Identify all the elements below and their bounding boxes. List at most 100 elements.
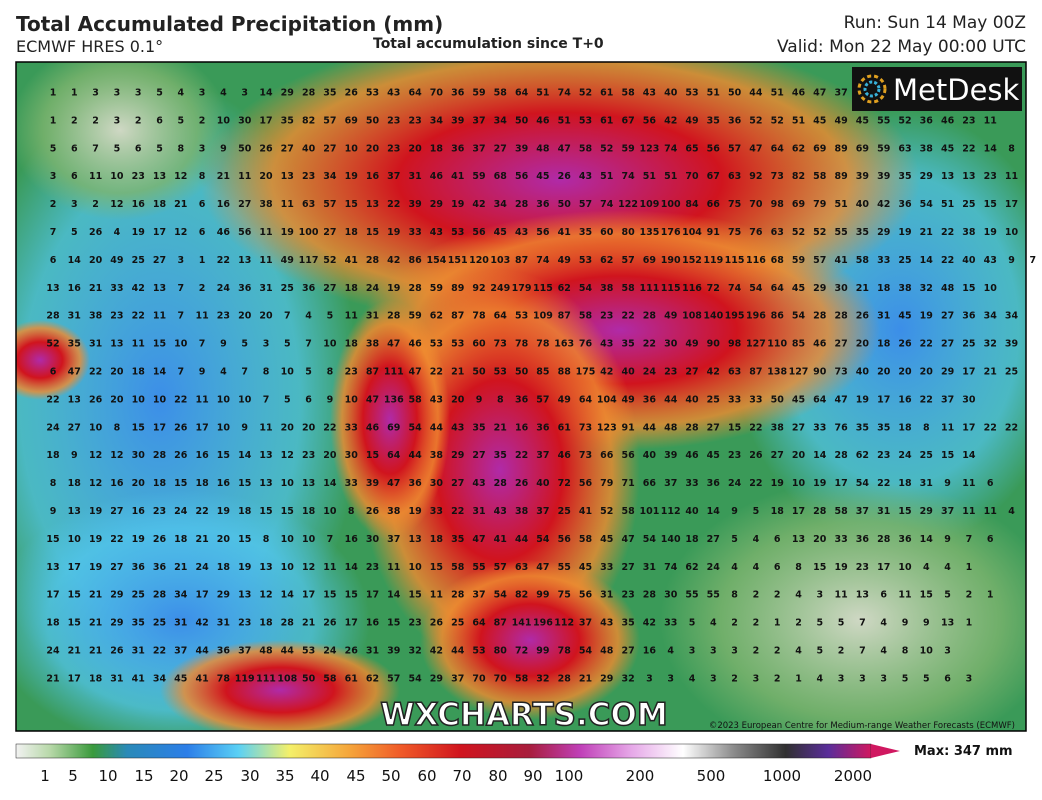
- grid-value: 23: [302, 450, 315, 461]
- grid-value: 40: [302, 143, 316, 154]
- grid-value: 17: [1005, 199, 1018, 210]
- grid-value: 69: [813, 143, 826, 154]
- grid-value: 196: [533, 618, 553, 629]
- grid-value: 4: [710, 618, 717, 629]
- grid-value: 3: [92, 88, 99, 99]
- grid-value: 16: [643, 646, 657, 657]
- grid-value: 51: [707, 88, 720, 99]
- grid-value: 7: [859, 618, 866, 629]
- grid-value: 19: [281, 227, 294, 238]
- grid-value: 1: [50, 88, 57, 99]
- grid-value: 28: [302, 88, 316, 99]
- grid-value: 46: [941, 115, 955, 126]
- grid-value: 49: [281, 255, 294, 266]
- grid-value: 71: [621, 478, 634, 489]
- grid-value: 24: [728, 478, 742, 489]
- grid-value: 3: [689, 646, 696, 657]
- title: Total Accumulated Precipitation (mm): [16, 12, 444, 36]
- grid-value: 23: [962, 115, 975, 126]
- grid-value: 21: [89, 618, 102, 629]
- grid-value: 19: [89, 534, 102, 545]
- grid-value: 23: [984, 171, 997, 182]
- grid-value: 141: [512, 618, 532, 629]
- grid-value: 64: [515, 88, 529, 99]
- grid-value: 28: [558, 673, 572, 684]
- grid-value: 23: [132, 171, 145, 182]
- grid-value: 46: [558, 450, 572, 461]
- grid-value: 19: [408, 506, 421, 517]
- grid-value: 12: [259, 590, 272, 601]
- grid-value: 8: [114, 422, 121, 433]
- colorbar-label: 200: [626, 767, 655, 785]
- grid-value: 37: [941, 506, 954, 517]
- grid-value: 32: [920, 283, 933, 294]
- grid-value: 58: [834, 506, 848, 517]
- grid-value: 87: [515, 255, 528, 266]
- grid-value: 26: [323, 618, 337, 629]
- grid-value: 13: [962, 171, 975, 182]
- grid-value: 50: [238, 143, 252, 154]
- grid-value: 22: [153, 646, 166, 657]
- grid-value: 2: [199, 283, 206, 294]
- grid-value: 6: [880, 590, 887, 601]
- grid-value: 38: [515, 506, 529, 517]
- grid-value: 64: [771, 283, 785, 294]
- grid-value: 109: [533, 311, 553, 322]
- grid-value: 26: [898, 339, 912, 350]
- grid-value: 15: [238, 478, 251, 489]
- grid-value: 9: [923, 618, 930, 629]
- grid-value: 43: [494, 506, 507, 517]
- grid-value: 17: [834, 478, 847, 489]
- grid-value: 23: [856, 562, 869, 573]
- grid-value: 13: [856, 590, 869, 601]
- grid-value: 22: [920, 339, 933, 350]
- grid-value: 56: [579, 590, 593, 601]
- grid-value: 25: [962, 339, 975, 350]
- grid-value: 52: [771, 115, 784, 126]
- grid-value: 18: [89, 673, 103, 684]
- grid-value: 84: [685, 199, 699, 210]
- grid-value: 36: [536, 422, 550, 433]
- grid-value: 47: [621, 534, 634, 545]
- grid-value: 26: [174, 422, 188, 433]
- grid-value: 42: [600, 367, 613, 378]
- grid-value: 16: [132, 506, 146, 517]
- grid-value: 9: [71, 450, 78, 461]
- grid-value: 18: [345, 227, 359, 238]
- grid-value: 42: [132, 283, 145, 294]
- grid-value: 27: [941, 339, 954, 350]
- grid-value: 38: [771, 422, 785, 433]
- grid-value: 22: [920, 394, 933, 405]
- grid-value: 8: [348, 506, 355, 517]
- grid-value: 57: [579, 199, 592, 210]
- grid-value: 8: [199, 171, 206, 182]
- grid-value: 35: [877, 422, 890, 433]
- logo: MetDesk: [893, 73, 1020, 107]
- grid-value: 35: [494, 450, 507, 461]
- grid-value: 17: [195, 422, 208, 433]
- grid-value: 45: [579, 562, 592, 573]
- grid-value: 70: [472, 673, 486, 684]
- grid-value: 32: [408, 646, 421, 657]
- grid-value: 4: [305, 311, 312, 322]
- grid-value: 40: [685, 394, 699, 405]
- grid-value: 10: [1005, 227, 1019, 238]
- grid-value: 29: [813, 283, 826, 294]
- grid-value: 38: [600, 283, 614, 294]
- grid-value: 22: [430, 367, 443, 378]
- grid-value: 89: [834, 171, 847, 182]
- grid-value: 13: [302, 478, 315, 489]
- grid-value: 52: [579, 88, 592, 99]
- grid-value: 62: [856, 450, 869, 461]
- grid-value: 58: [621, 506, 635, 517]
- grid-value: 76: [749, 227, 763, 238]
- grid-value: 43: [600, 339, 613, 350]
- grid-value: 7: [966, 534, 973, 545]
- grid-value: 6: [156, 115, 163, 126]
- grid-value: 20: [408, 143, 422, 154]
- grid-value: 24: [195, 562, 209, 573]
- grid-value: 25: [281, 283, 294, 294]
- grid-value: 22: [1005, 422, 1018, 433]
- grid-value: 20: [110, 394, 124, 405]
- grid-value: 64: [494, 311, 508, 322]
